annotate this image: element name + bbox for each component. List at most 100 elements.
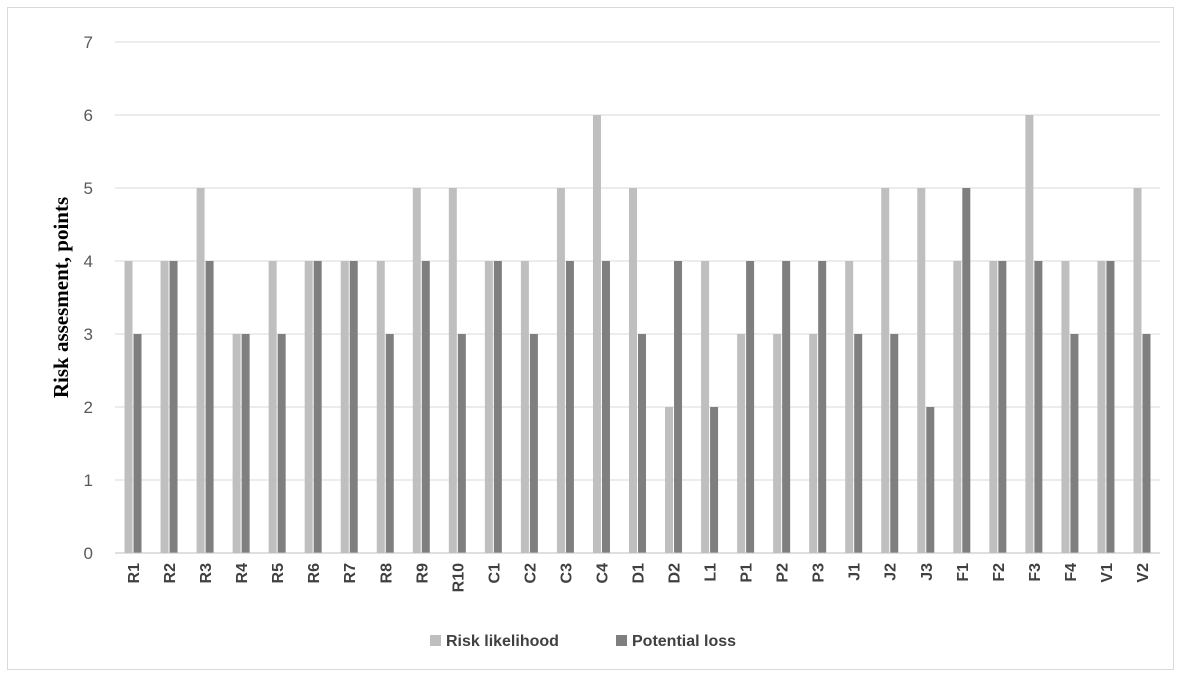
bar-risk-likelihood (232, 334, 241, 553)
legend-label: Potential loss (632, 633, 736, 650)
y-tick-label: 2 (84, 398, 93, 417)
bar-potential-loss (565, 261, 574, 553)
bar-potential-loss (674, 261, 683, 553)
bar-risk-likelihood (989, 261, 998, 553)
x-category-label: V2 (1135, 563, 1152, 583)
bar-risk-likelihood (376, 261, 385, 553)
x-category-label: R10 (450, 563, 467, 592)
bar-risk-likelihood (556, 188, 565, 553)
bar-potential-loss (277, 334, 286, 553)
x-category-label: L1 (703, 563, 720, 582)
bar-potential-loss (854, 334, 863, 553)
x-category-label: P2 (775, 563, 792, 583)
x-category-label: P1 (739, 563, 756, 583)
bar-risk-likelihood (809, 334, 818, 553)
y-axis-title: Risk assesment, points (49, 197, 73, 398)
bar-potential-loss (493, 261, 502, 553)
bar-risk-likelihood (304, 261, 313, 553)
x-category-label: R1 (126, 563, 143, 584)
y-tick-label: 6 (84, 106, 93, 125)
bar-risk-likelihood (448, 188, 457, 553)
bar-potential-loss (241, 334, 250, 553)
bar-risk-likelihood (665, 407, 674, 553)
bar-risk-likelihood (737, 334, 746, 553)
bar-potential-loss (1034, 261, 1043, 553)
bar-potential-loss (962, 188, 971, 553)
x-category-label: R3 (198, 563, 215, 584)
bar-potential-loss (133, 334, 142, 553)
bar-potential-loss (638, 334, 646, 553)
legend-swatch (430, 635, 441, 646)
y-tick-label: 1 (84, 471, 93, 490)
x-category-label: J3 (919, 563, 936, 581)
bar-potential-loss (169, 261, 178, 553)
x-category-label: R4 (234, 563, 251, 584)
bar-potential-loss (529, 334, 538, 553)
bar-potential-loss (890, 334, 899, 553)
bar-risk-likelihood (917, 188, 926, 553)
bar-potential-loss (818, 261, 827, 553)
x-category-label: R2 (162, 563, 179, 584)
y-tick-label: 5 (84, 179, 93, 198)
bar-potential-loss (313, 261, 322, 553)
bar-risk-likelihood (1097, 261, 1106, 553)
x-category-label: C2 (522, 563, 539, 584)
y-tick-label: 4 (84, 252, 93, 271)
x-category-label: D1 (631, 563, 648, 584)
bar-risk-likelihood (1133, 188, 1142, 553)
x-category-label: R8 (378, 563, 395, 584)
bar-potential-loss (421, 261, 430, 553)
legend-swatch (616, 635, 627, 646)
bar-risk-likelihood (701, 261, 710, 553)
bar-potential-loss (746, 261, 755, 553)
x-category-label: F2 (991, 563, 1008, 582)
bar-risk-likelihood (629, 188, 637, 553)
bar-risk-likelihood (196, 188, 205, 553)
y-tick-label: 3 (84, 325, 93, 344)
bar-risk-likelihood (268, 261, 277, 553)
bar-risk-likelihood (160, 261, 169, 553)
x-category-label: C3 (558, 563, 575, 584)
bar-risk-likelihood (412, 188, 421, 553)
bar-risk-likelihood (953, 261, 962, 553)
x-category-label: P3 (811, 563, 828, 583)
y-tick-label: 0 (84, 544, 93, 563)
bar-potential-loss (385, 334, 394, 553)
bar-potential-loss (1142, 334, 1151, 553)
x-category-label: J1 (847, 563, 864, 581)
bar-risk-likelihood (845, 261, 854, 553)
bar-risk-likelihood (484, 261, 493, 553)
bar-potential-loss (1106, 261, 1115, 553)
bar-risk-likelihood (1025, 115, 1034, 553)
x-category-label: R5 (270, 563, 287, 584)
x-category-label: C1 (486, 563, 503, 584)
x-category-label: V1 (1099, 563, 1116, 583)
legend-label: Risk likelihood (446, 633, 559, 650)
bar-risk-likelihood (592, 115, 601, 553)
y-tick-label: 7 (84, 33, 93, 52)
x-category-label: D2 (667, 563, 684, 584)
x-category-label: F3 (1027, 563, 1044, 582)
bar-risk-likelihood (881, 188, 890, 553)
bar-risk-likelihood (124, 261, 133, 553)
x-category-label: R7 (342, 563, 359, 584)
bar-risk-likelihood (1061, 261, 1070, 553)
bar-risk-likelihood (340, 261, 349, 553)
bar-potential-loss (205, 261, 214, 553)
bar-risk-likelihood (773, 334, 782, 553)
bar-potential-loss (1070, 334, 1079, 553)
x-category-label: R9 (414, 563, 431, 584)
x-category-label: F1 (955, 563, 972, 582)
x-category-label: C4 (594, 563, 611, 584)
bar-risk-likelihood (520, 261, 529, 553)
bar-potential-loss (710, 407, 719, 553)
bar-potential-loss (998, 261, 1007, 553)
bar-potential-loss (782, 261, 791, 553)
bar-potential-loss (926, 407, 935, 553)
bar-potential-loss (349, 261, 358, 553)
bar-potential-loss (601, 261, 610, 553)
x-category-label: F4 (1063, 563, 1080, 582)
x-category-label: J2 (883, 563, 900, 581)
bar-potential-loss (457, 334, 466, 553)
